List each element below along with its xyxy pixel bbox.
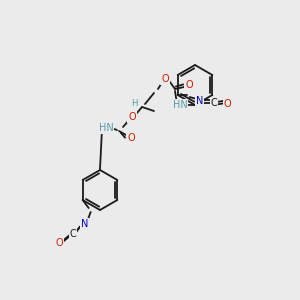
Text: C: C — [210, 98, 217, 108]
Text: O: O — [127, 133, 135, 143]
Text: C: C — [69, 229, 76, 239]
Text: O: O — [56, 238, 64, 248]
Text: O: O — [185, 80, 193, 90]
Text: HN: HN — [172, 100, 188, 110]
Text: O: O — [224, 99, 232, 109]
Text: N: N — [81, 219, 88, 229]
Text: HN: HN — [99, 123, 113, 133]
Text: H: H — [131, 100, 137, 109]
Text: N: N — [196, 96, 203, 106]
Text: O: O — [128, 112, 136, 122]
Text: O: O — [161, 74, 169, 84]
